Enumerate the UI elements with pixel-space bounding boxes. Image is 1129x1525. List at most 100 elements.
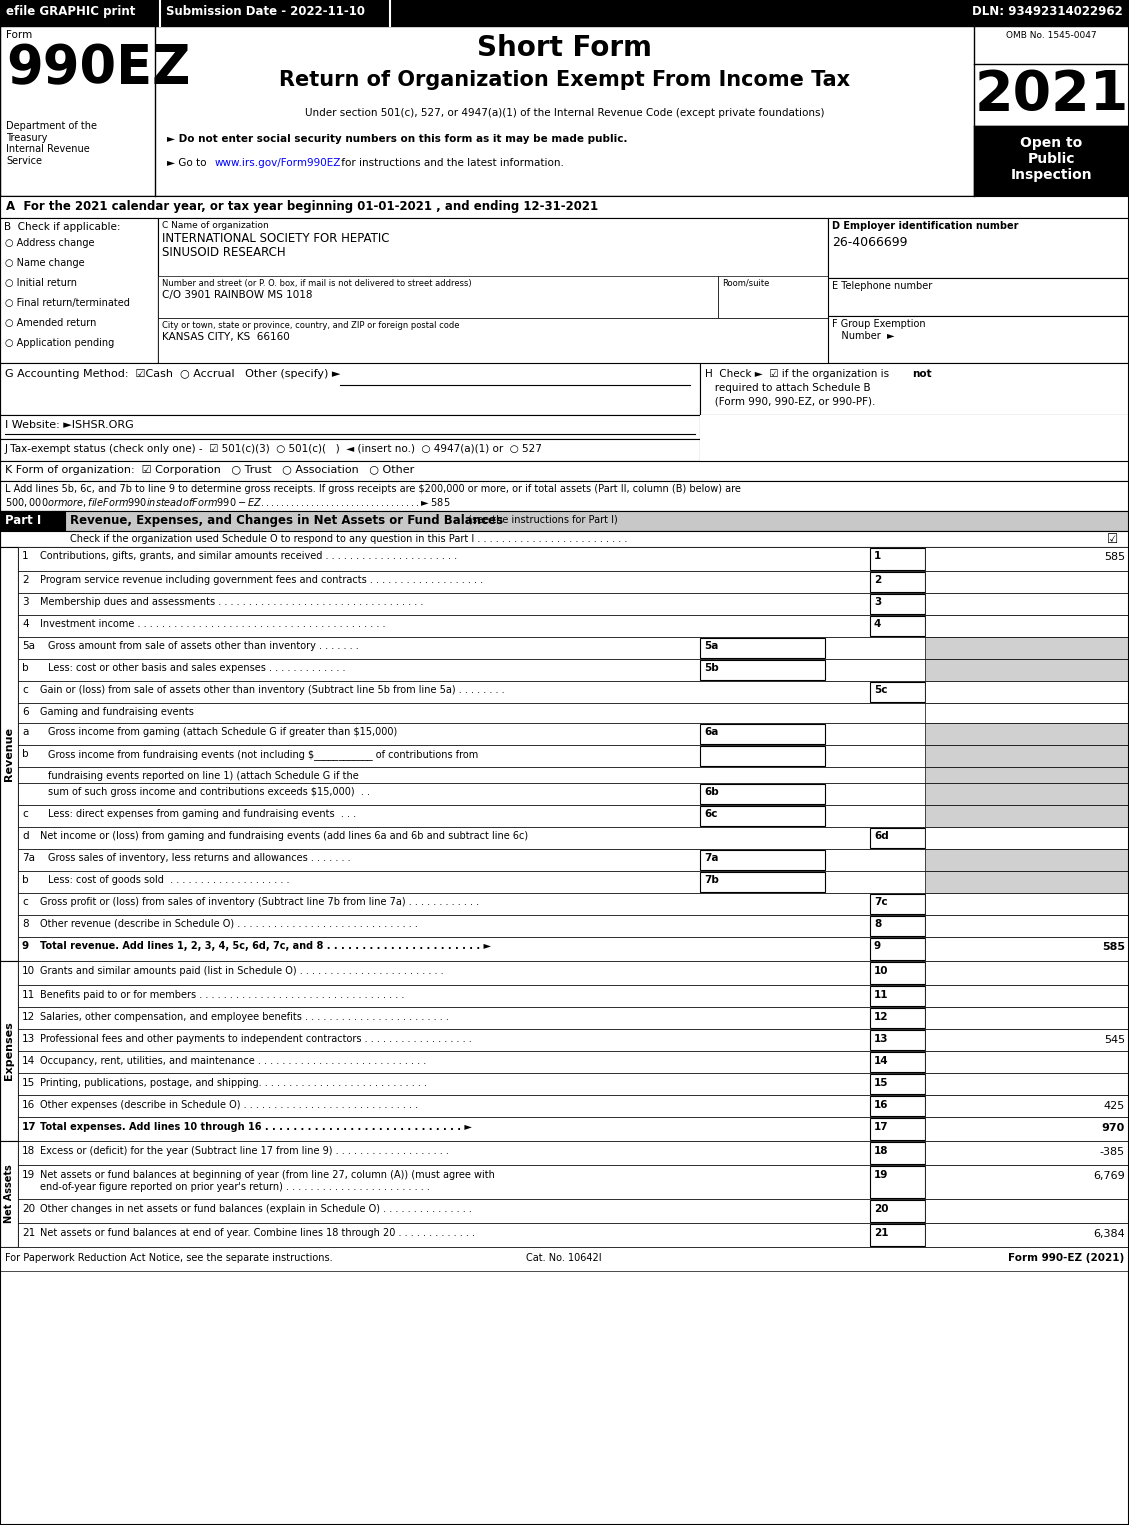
Bar xyxy=(870,987,925,1007)
Text: Gross sales of inventory, less returns and allowances . . . . . . .: Gross sales of inventory, less returns a… xyxy=(49,852,351,863)
Bar xyxy=(925,547,1129,570)
Bar xyxy=(925,1116,1129,1141)
Text: OMB No. 1545-0047: OMB No. 1545-0047 xyxy=(1006,30,1096,40)
Bar xyxy=(18,961,1129,985)
Text: Submission Date - 2022-11-10: Submission Date - 2022-11-10 xyxy=(166,5,365,18)
Bar xyxy=(18,1199,1129,1223)
Text: 14: 14 xyxy=(21,1055,35,1066)
Text: Professional fees and other payments to independent contractors . . . . . . . . : Professional fees and other payments to … xyxy=(40,1034,472,1045)
Bar xyxy=(700,746,825,766)
Bar xyxy=(18,570,1129,593)
Bar xyxy=(870,1142,925,1164)
Text: fundraising events reported on line 1) (attach Schedule G if the: fundraising events reported on line 1) (… xyxy=(49,772,359,781)
Text: 14: 14 xyxy=(874,1055,889,1066)
Text: Net assets or fund balances at end of year. Combine lines 18 through 20 . . . . : Net assets or fund balances at end of ye… xyxy=(40,1228,475,1238)
Bar xyxy=(0,531,1129,547)
Bar xyxy=(870,616,925,636)
Bar xyxy=(18,1006,1129,1029)
Text: Open to
Public
Inspection: Open to Public Inspection xyxy=(1010,136,1093,183)
Bar xyxy=(925,936,1129,961)
Text: 990EZ: 990EZ xyxy=(6,43,191,95)
Bar xyxy=(0,439,700,461)
Text: 970: 970 xyxy=(1102,1122,1124,1133)
Text: Program service revenue including government fees and contracts . . . . . . . . : Program service revenue including govern… xyxy=(40,575,483,586)
Bar xyxy=(0,0,1129,26)
Bar xyxy=(828,316,1129,363)
Text: For Paperwork Reduction Act Notice, see the separate instructions.: For Paperwork Reduction Act Notice, see … xyxy=(5,1254,333,1263)
Text: www.irs.gov/Form990EZ: www.irs.gov/Form990EZ xyxy=(215,159,341,168)
Bar xyxy=(925,871,1129,894)
Text: Gross income from fundraising events (not including $____________ of contributio: Gross income from fundraising events (no… xyxy=(49,749,479,759)
Text: 6a: 6a xyxy=(704,727,718,737)
Bar xyxy=(18,682,1129,703)
Bar xyxy=(925,1051,1129,1074)
Text: 13: 13 xyxy=(874,1034,889,1045)
Bar xyxy=(18,985,1129,1006)
Text: 21: 21 xyxy=(21,1228,35,1238)
Text: 10: 10 xyxy=(21,965,35,976)
Text: Total expenses. Add lines 10 through 16 . . . . . . . . . . . . . . . . . . . . : Total expenses. Add lines 10 through 16 … xyxy=(40,1122,472,1132)
Bar xyxy=(18,703,1129,723)
Bar xyxy=(18,746,1129,767)
Text: Occupancy, rent, utilities, and maintenance . . . . . . . . . . . . . . . . . . : Occupancy, rent, utilities, and maintena… xyxy=(40,1055,427,1066)
Bar xyxy=(0,547,18,961)
Text: Form: Form xyxy=(6,30,33,40)
Bar xyxy=(18,593,1129,615)
Bar xyxy=(18,723,1129,746)
Bar xyxy=(870,1118,925,1141)
Text: b: b xyxy=(21,663,28,673)
Bar xyxy=(0,1247,1129,1270)
Text: Gain or (loss) from sale of assets other than inventory (Subtract line 5b from l: Gain or (loss) from sale of assets other… xyxy=(40,685,505,695)
Text: DLN: 93492314022962: DLN: 93492314022962 xyxy=(972,5,1123,18)
Text: Salaries, other compensation, and employee benefits . . . . . . . . . . . . . . : Salaries, other compensation, and employ… xyxy=(40,1013,449,1022)
Text: Investment income . . . . . . . . . . . . . . . . . . . . . . . . . . . . . . . : Investment income . . . . . . . . . . . … xyxy=(40,619,385,628)
Bar xyxy=(925,637,1129,659)
Text: INTERNATIONAL SOCIETY FOR HEPATIC: INTERNATIONAL SOCIETY FOR HEPATIC xyxy=(161,232,390,246)
Bar xyxy=(925,1029,1129,1051)
Bar xyxy=(870,1052,925,1072)
Text: (see the instructions for Part I): (see the instructions for Part I) xyxy=(465,514,618,525)
Bar xyxy=(870,547,925,570)
Text: 20: 20 xyxy=(874,1205,889,1214)
Text: 18: 18 xyxy=(21,1145,35,1156)
Text: Less: direct expenses from gaming and fundraising events  . . .: Less: direct expenses from gaming and fu… xyxy=(49,808,356,819)
Text: 2: 2 xyxy=(21,575,28,586)
Bar xyxy=(18,1141,1129,1165)
Bar xyxy=(828,218,1129,278)
Text: 12: 12 xyxy=(874,1013,889,1022)
Text: c: c xyxy=(21,897,28,907)
Text: not: not xyxy=(912,369,931,380)
Text: 1: 1 xyxy=(21,551,28,561)
Text: efile GRAPHIC print: efile GRAPHIC print xyxy=(6,5,135,18)
Text: Printing, publications, postage, and shipping. . . . . . . . . . . . . . . . . .: Printing, publications, postage, and shi… xyxy=(40,1078,427,1087)
Bar xyxy=(925,723,1129,746)
Text: 8: 8 xyxy=(874,920,882,929)
Bar xyxy=(925,1074,1129,1095)
Bar xyxy=(718,276,828,319)
Text: 6b: 6b xyxy=(704,787,719,798)
Text: 10: 10 xyxy=(874,965,889,976)
Text: Other changes in net assets or fund balances (explain in Schedule O) . . . . . .: Other changes in net assets or fund bala… xyxy=(40,1205,472,1214)
Bar xyxy=(974,127,1129,197)
Bar xyxy=(925,827,1129,849)
Text: 8: 8 xyxy=(21,920,28,929)
Bar xyxy=(18,849,1129,871)
Bar xyxy=(925,746,1129,767)
Text: d: d xyxy=(21,831,28,840)
Bar xyxy=(18,767,1129,782)
Text: 18: 18 xyxy=(874,1145,889,1156)
Text: 585: 585 xyxy=(1104,552,1124,563)
Text: Less: cost of goods sold  . . . . . . . . . . . . . . . . . . . .: Less: cost of goods sold . . . . . . . .… xyxy=(49,875,289,884)
Bar xyxy=(925,782,1129,805)
Bar xyxy=(925,805,1129,827)
Text: 7a: 7a xyxy=(704,852,718,863)
Text: Revenue: Revenue xyxy=(5,727,14,781)
Bar xyxy=(870,595,925,615)
Bar xyxy=(925,593,1129,615)
Text: 3: 3 xyxy=(874,596,882,607)
Text: $500,000 or more, file Form 990 instead of Form 990-EZ . . . . . . . . . . . . .: $500,000 or more, file Form 990 instead … xyxy=(5,496,450,509)
Text: Number and street (or P. O. box, if mail is not delivered to street address): Number and street (or P. O. box, if mail… xyxy=(161,279,472,288)
Text: Less: cost or other basis and sales expenses . . . . . . . . . . . . .: Less: cost or other basis and sales expe… xyxy=(49,663,345,673)
Bar xyxy=(0,480,1129,511)
Text: 21: 21 xyxy=(874,1228,889,1238)
